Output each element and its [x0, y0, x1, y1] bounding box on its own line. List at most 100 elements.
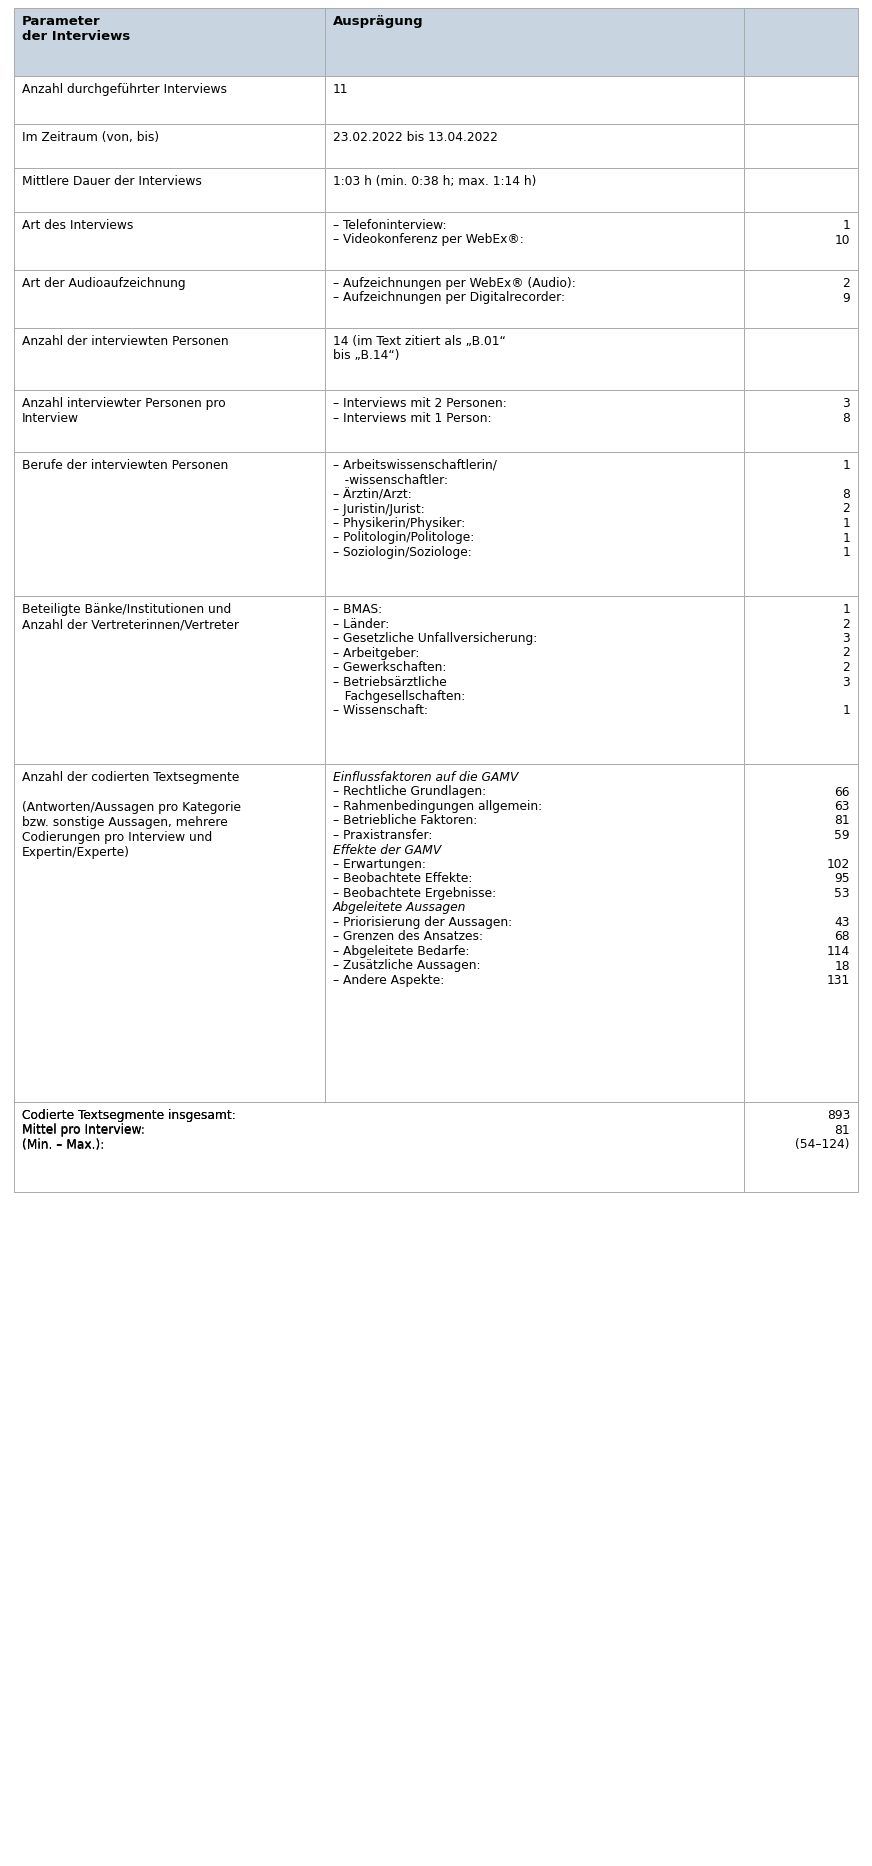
Text: 8: 8 [842, 489, 850, 500]
Text: 3: 3 [842, 397, 850, 411]
Text: Codierte Textsegmente insgesamt:
Mittel pro Interview:
(Min. – Max.):: Codierte Textsegmente insgesamt: Mittel … [22, 1108, 235, 1151]
Text: 2: 2 [842, 502, 850, 515]
Bar [14, 595, 324, 763]
Text: – Juristin/Jurist:: – Juristin/Jurist: [332, 502, 425, 515]
Bar [14, 168, 324, 213]
Text: – Beobachtete Effekte:: – Beobachtete Effekte: [332, 873, 472, 886]
Text: 53: 53 [835, 886, 850, 899]
Text: 59: 59 [835, 829, 850, 842]
Text: 1: 1 [842, 547, 850, 560]
Text: Mittel pro Interview:: Mittel pro Interview: [22, 1123, 145, 1136]
Bar [324, 271, 744, 328]
Bar [744, 271, 858, 328]
Bar [14, 213, 324, 271]
Bar [324, 213, 744, 271]
Text: 11: 11 [332, 82, 348, 95]
Text: – Andere Aspekte:: – Andere Aspekte: [332, 974, 444, 987]
Text: – Rechtliche Grundlagen:: – Rechtliche Grundlagen: [332, 786, 486, 799]
Text: 81: 81 [835, 1123, 850, 1136]
Text: -wissenschaftler:: -wissenschaftler: [332, 474, 447, 487]
Text: Abgeleitete Aussagen: Abgeleitete Aussagen [332, 901, 466, 914]
Bar [324, 452, 744, 595]
Text: 1: 1 [842, 603, 850, 616]
Text: Mittlere Dauer der Interviews: Mittlere Dauer der Interviews [22, 175, 202, 188]
Text: – Rahmenbedingungen allgemein:: – Rahmenbedingungen allgemein: [332, 801, 542, 814]
Bar [14, 271, 324, 328]
Text: – Politologin/Politologe:: – Politologin/Politologe: [332, 532, 473, 545]
Text: 66: 66 [835, 786, 850, 799]
Text: – Arbeitgeber:: – Arbeitgeber: [332, 646, 419, 659]
Text: Anzahl interviewter Personen pro
Interview: Anzahl interviewter Personen pro Intervi… [22, 397, 226, 425]
Text: 2: 2 [842, 646, 850, 659]
Text: Ausprägung: Ausprägung [332, 15, 423, 28]
Text: 14 (im Text zitiert als „B.01“: 14 (im Text zitiert als „B.01“ [332, 336, 506, 347]
Text: bis „B.14“): bis „B.14“) [332, 349, 399, 362]
Text: 23.02.2022 bis 13.04.2022: 23.02.2022 bis 13.04.2022 [332, 131, 497, 144]
Text: Anzahl der codierten Textsegmente

(Antworten/Aussagen pro Kategorie
bzw. sonsti: Anzahl der codierten Textsegmente (Antwo… [22, 771, 241, 858]
Bar [14, 328, 324, 390]
Text: 2: 2 [842, 661, 850, 674]
Bar [744, 7, 858, 77]
Text: 114: 114 [827, 944, 850, 957]
Text: 81: 81 [835, 814, 850, 827]
Bar [744, 123, 858, 168]
Bar [744, 595, 858, 763]
Text: Art der Audioaufzeichnung: Art der Audioaufzeichnung [22, 276, 186, 289]
Text: Anzahl durchgeführter Interviews: Anzahl durchgeführter Interviews [22, 82, 227, 95]
Bar [324, 595, 744, 763]
Text: – Interviews mit 2 Personen:: – Interviews mit 2 Personen: [332, 397, 507, 411]
Text: 102: 102 [827, 858, 850, 871]
Text: 1: 1 [842, 532, 850, 545]
Text: – Aufzeichnungen per WebEx® (Audio):: – Aufzeichnungen per WebEx® (Audio): [332, 276, 576, 289]
Bar [744, 390, 858, 452]
Text: Einflussfaktoren auf die GAMV: Einflussfaktoren auf die GAMV [332, 771, 518, 784]
Text: Effekte der GAMV: Effekte der GAMV [332, 843, 441, 856]
Text: 68: 68 [835, 931, 850, 944]
Bar [744, 168, 858, 213]
Text: – Erwartungen:: – Erwartungen: [332, 858, 426, 871]
Bar [324, 7, 744, 77]
Text: – Gesetzliche Unfallversicherung:: – Gesetzliche Unfallversicherung: [332, 633, 537, 646]
Text: 1: 1 [842, 705, 850, 718]
Text: – Beobachtete Ergebnisse:: – Beobachtete Ergebnisse: [332, 886, 495, 899]
Text: – Praxistransfer:: – Praxistransfer: [332, 829, 432, 842]
Text: 18: 18 [835, 959, 850, 972]
Bar [14, 123, 324, 168]
Text: – Telefoninterview:: – Telefoninterview: [332, 218, 446, 231]
Bar [744, 763, 858, 1103]
Text: – Länder:: – Länder: [332, 618, 389, 631]
Bar [324, 328, 744, 390]
Bar [324, 390, 744, 452]
Bar [14, 452, 324, 595]
Text: – Priorisierung der Aussagen:: – Priorisierung der Aussagen: [332, 916, 512, 929]
Text: – Betriebliche Faktoren:: – Betriebliche Faktoren: [332, 814, 477, 827]
Text: 1:03 h (min. 0:38 h; max. 1:14 h): 1:03 h (min. 0:38 h; max. 1:14 h) [332, 175, 536, 188]
Text: – Arbeitswissenschaftlerin/: – Arbeitswissenschaftlerin/ [332, 459, 496, 472]
Text: – Videokonferenz per WebEx®:: – Videokonferenz per WebEx®: [332, 233, 523, 246]
Text: – Ärztin/Arzt:: – Ärztin/Arzt: [332, 489, 412, 500]
Bar [744, 452, 858, 595]
Text: Berufe der interviewten Personen: Berufe der interviewten Personen [22, 459, 228, 472]
Text: 1: 1 [842, 459, 850, 472]
Bar [744, 213, 858, 271]
Bar [744, 328, 858, 390]
Text: 43: 43 [835, 916, 850, 929]
Text: 95: 95 [835, 873, 850, 886]
Text: 893: 893 [827, 1108, 850, 1121]
Text: – Aufzeichnungen per Digitalrecorder:: – Aufzeichnungen per Digitalrecorder: [332, 291, 564, 304]
Text: (54–124): (54–124) [795, 1138, 850, 1151]
Bar [14, 763, 324, 1103]
Bar [14, 390, 324, 452]
Bar [744, 77, 858, 123]
Text: – Physikerin/Physiker:: – Physikerin/Physiker: [332, 517, 465, 530]
Text: – Interviews mit 1 Person:: – Interviews mit 1 Person: [332, 412, 491, 424]
Text: Im Zeitraum (von, bis): Im Zeitraum (von, bis) [22, 131, 159, 144]
Text: – BMAS:: – BMAS: [332, 603, 382, 616]
Text: 131: 131 [827, 974, 850, 987]
Text: Beteiligte Bänke/Institutionen und
Anzahl der Vertreterinnen/Vertreter: Beteiligte Bänke/Institutionen und Anzah… [22, 603, 239, 631]
Text: 8: 8 [842, 412, 850, 424]
Text: 2: 2 [842, 618, 850, 631]
Text: Fachgesellschaften:: Fachgesellschaften: [332, 690, 465, 703]
Bar [324, 763, 744, 1103]
Text: 10: 10 [835, 233, 850, 246]
